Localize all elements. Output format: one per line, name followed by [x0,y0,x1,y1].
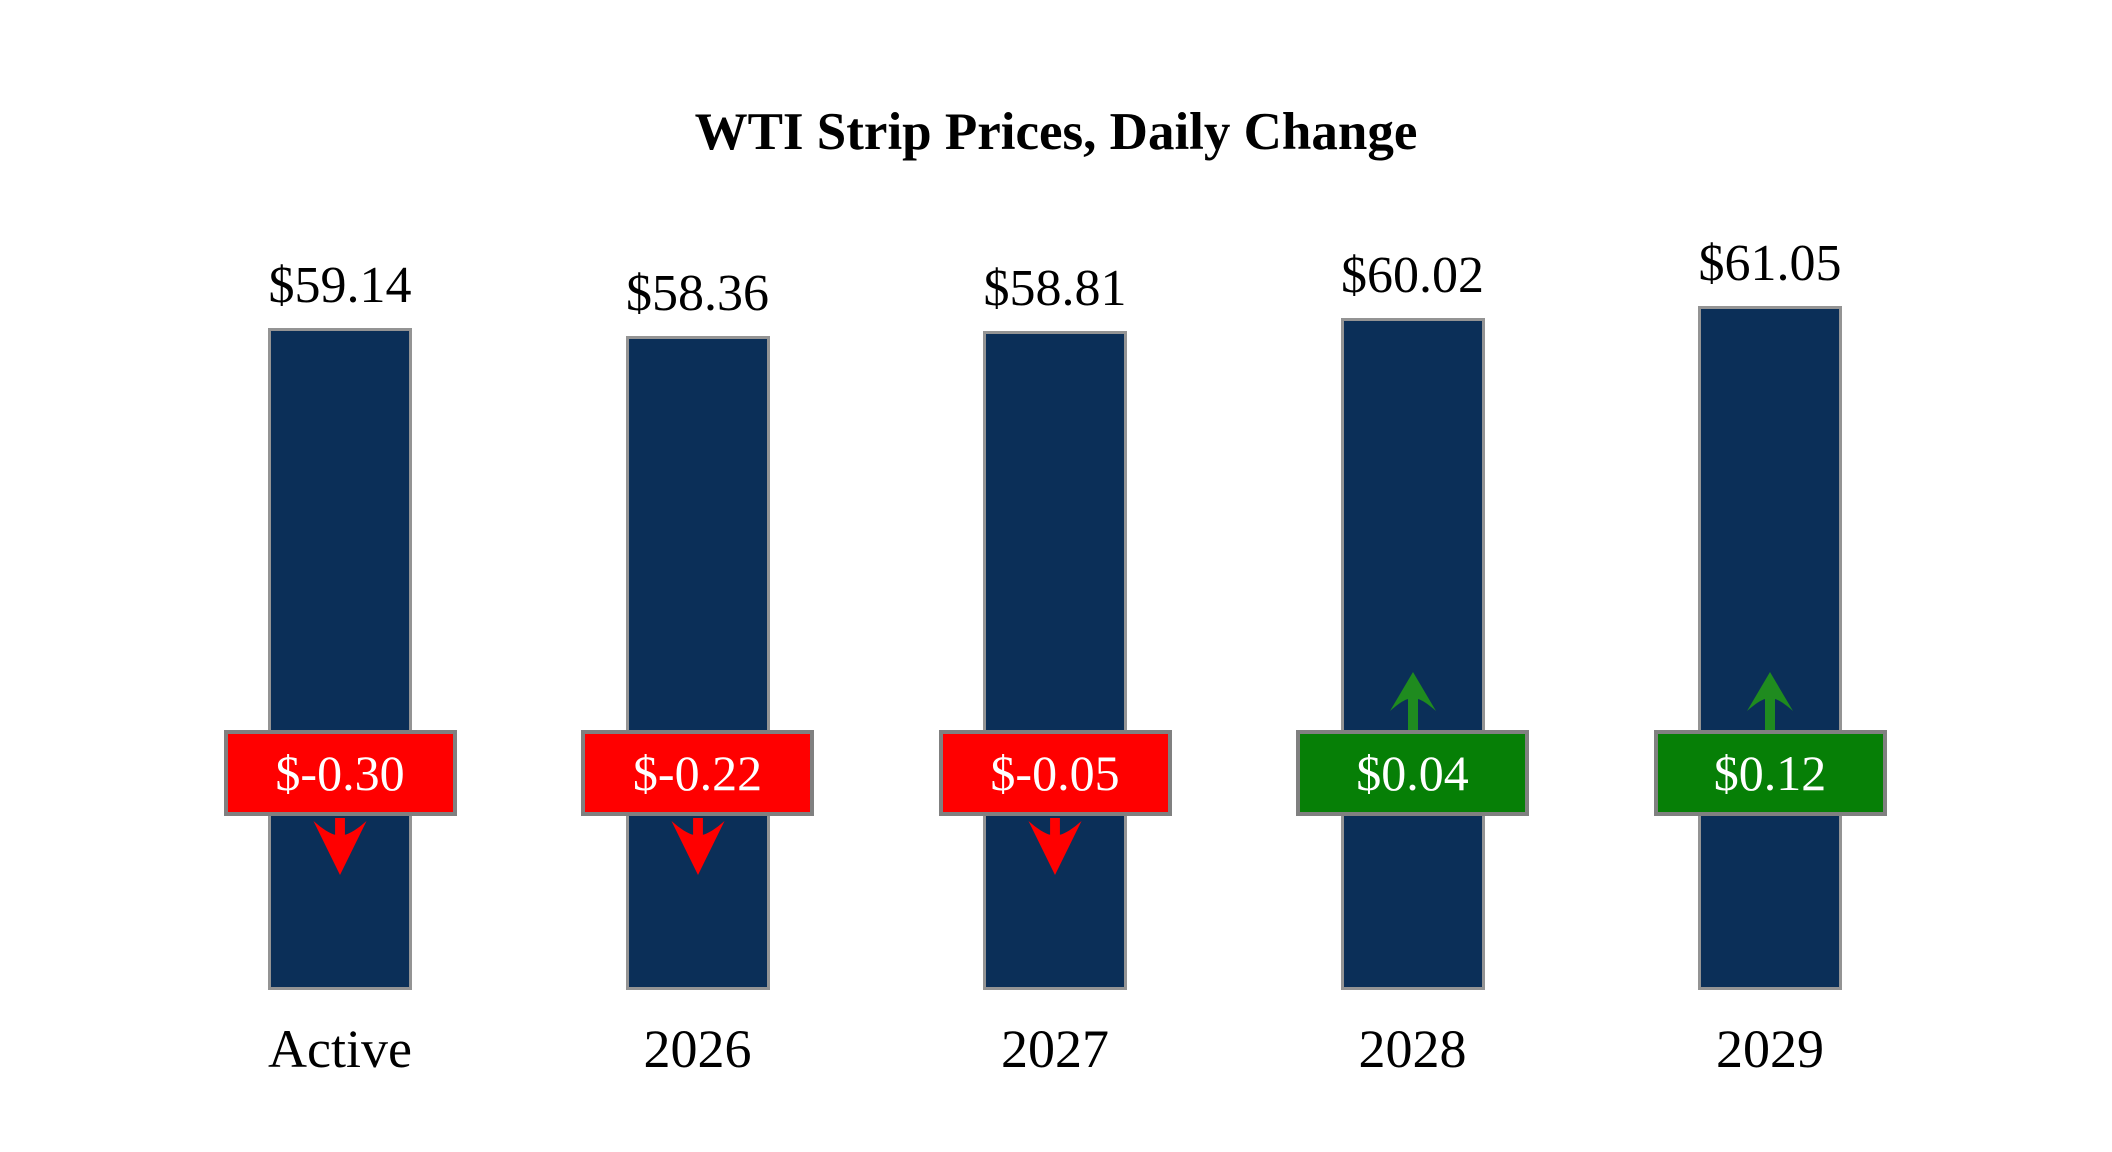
change-badge: $-0.22 [581,730,814,816]
bar [1698,306,1842,990]
up-arrow-icon [1747,672,1793,730]
bar [625,336,770,990]
change-badge-label: $-0.22 [632,745,763,801]
bar [268,328,412,990]
price-label: $60.02 [1341,247,1484,304]
category-label: 2026 [643,1019,752,1079]
price-label: $58.81 [983,260,1127,317]
change-badge: $-0.30 [223,730,457,816]
chart-title: WTI Strip Prices, Daily Change [694,103,1418,161]
category-label: Active [268,1019,412,1079]
up-arrow-icon [1389,672,1436,730]
change-badge: $0.04 [1296,730,1529,816]
down-arrow-icon [670,818,725,875]
down-arrow-icon [313,818,367,875]
change-badge-label: $-0.30 [275,745,405,801]
price-label: $58.36 [626,265,769,322]
category-label: 2028 [1358,1019,1467,1079]
down-arrow-icon [1028,818,1082,875]
category-label: 2027 [1001,1019,1109,1079]
price-label: $59.14 [268,257,412,314]
bar [983,331,1127,990]
change-badge-label: $-0.05 [990,745,1120,801]
change-badge: $-0.05 [938,730,1172,816]
change-badge-label: $0.12 [1713,745,1827,801]
change-badge: $0.12 [1653,730,1887,816]
bar [1340,318,1485,990]
change-badge-label: $0.04 [1356,745,1469,801]
category-label: 2029 [1716,1019,1824,1079]
price-label: $61.05 [1698,235,1842,292]
